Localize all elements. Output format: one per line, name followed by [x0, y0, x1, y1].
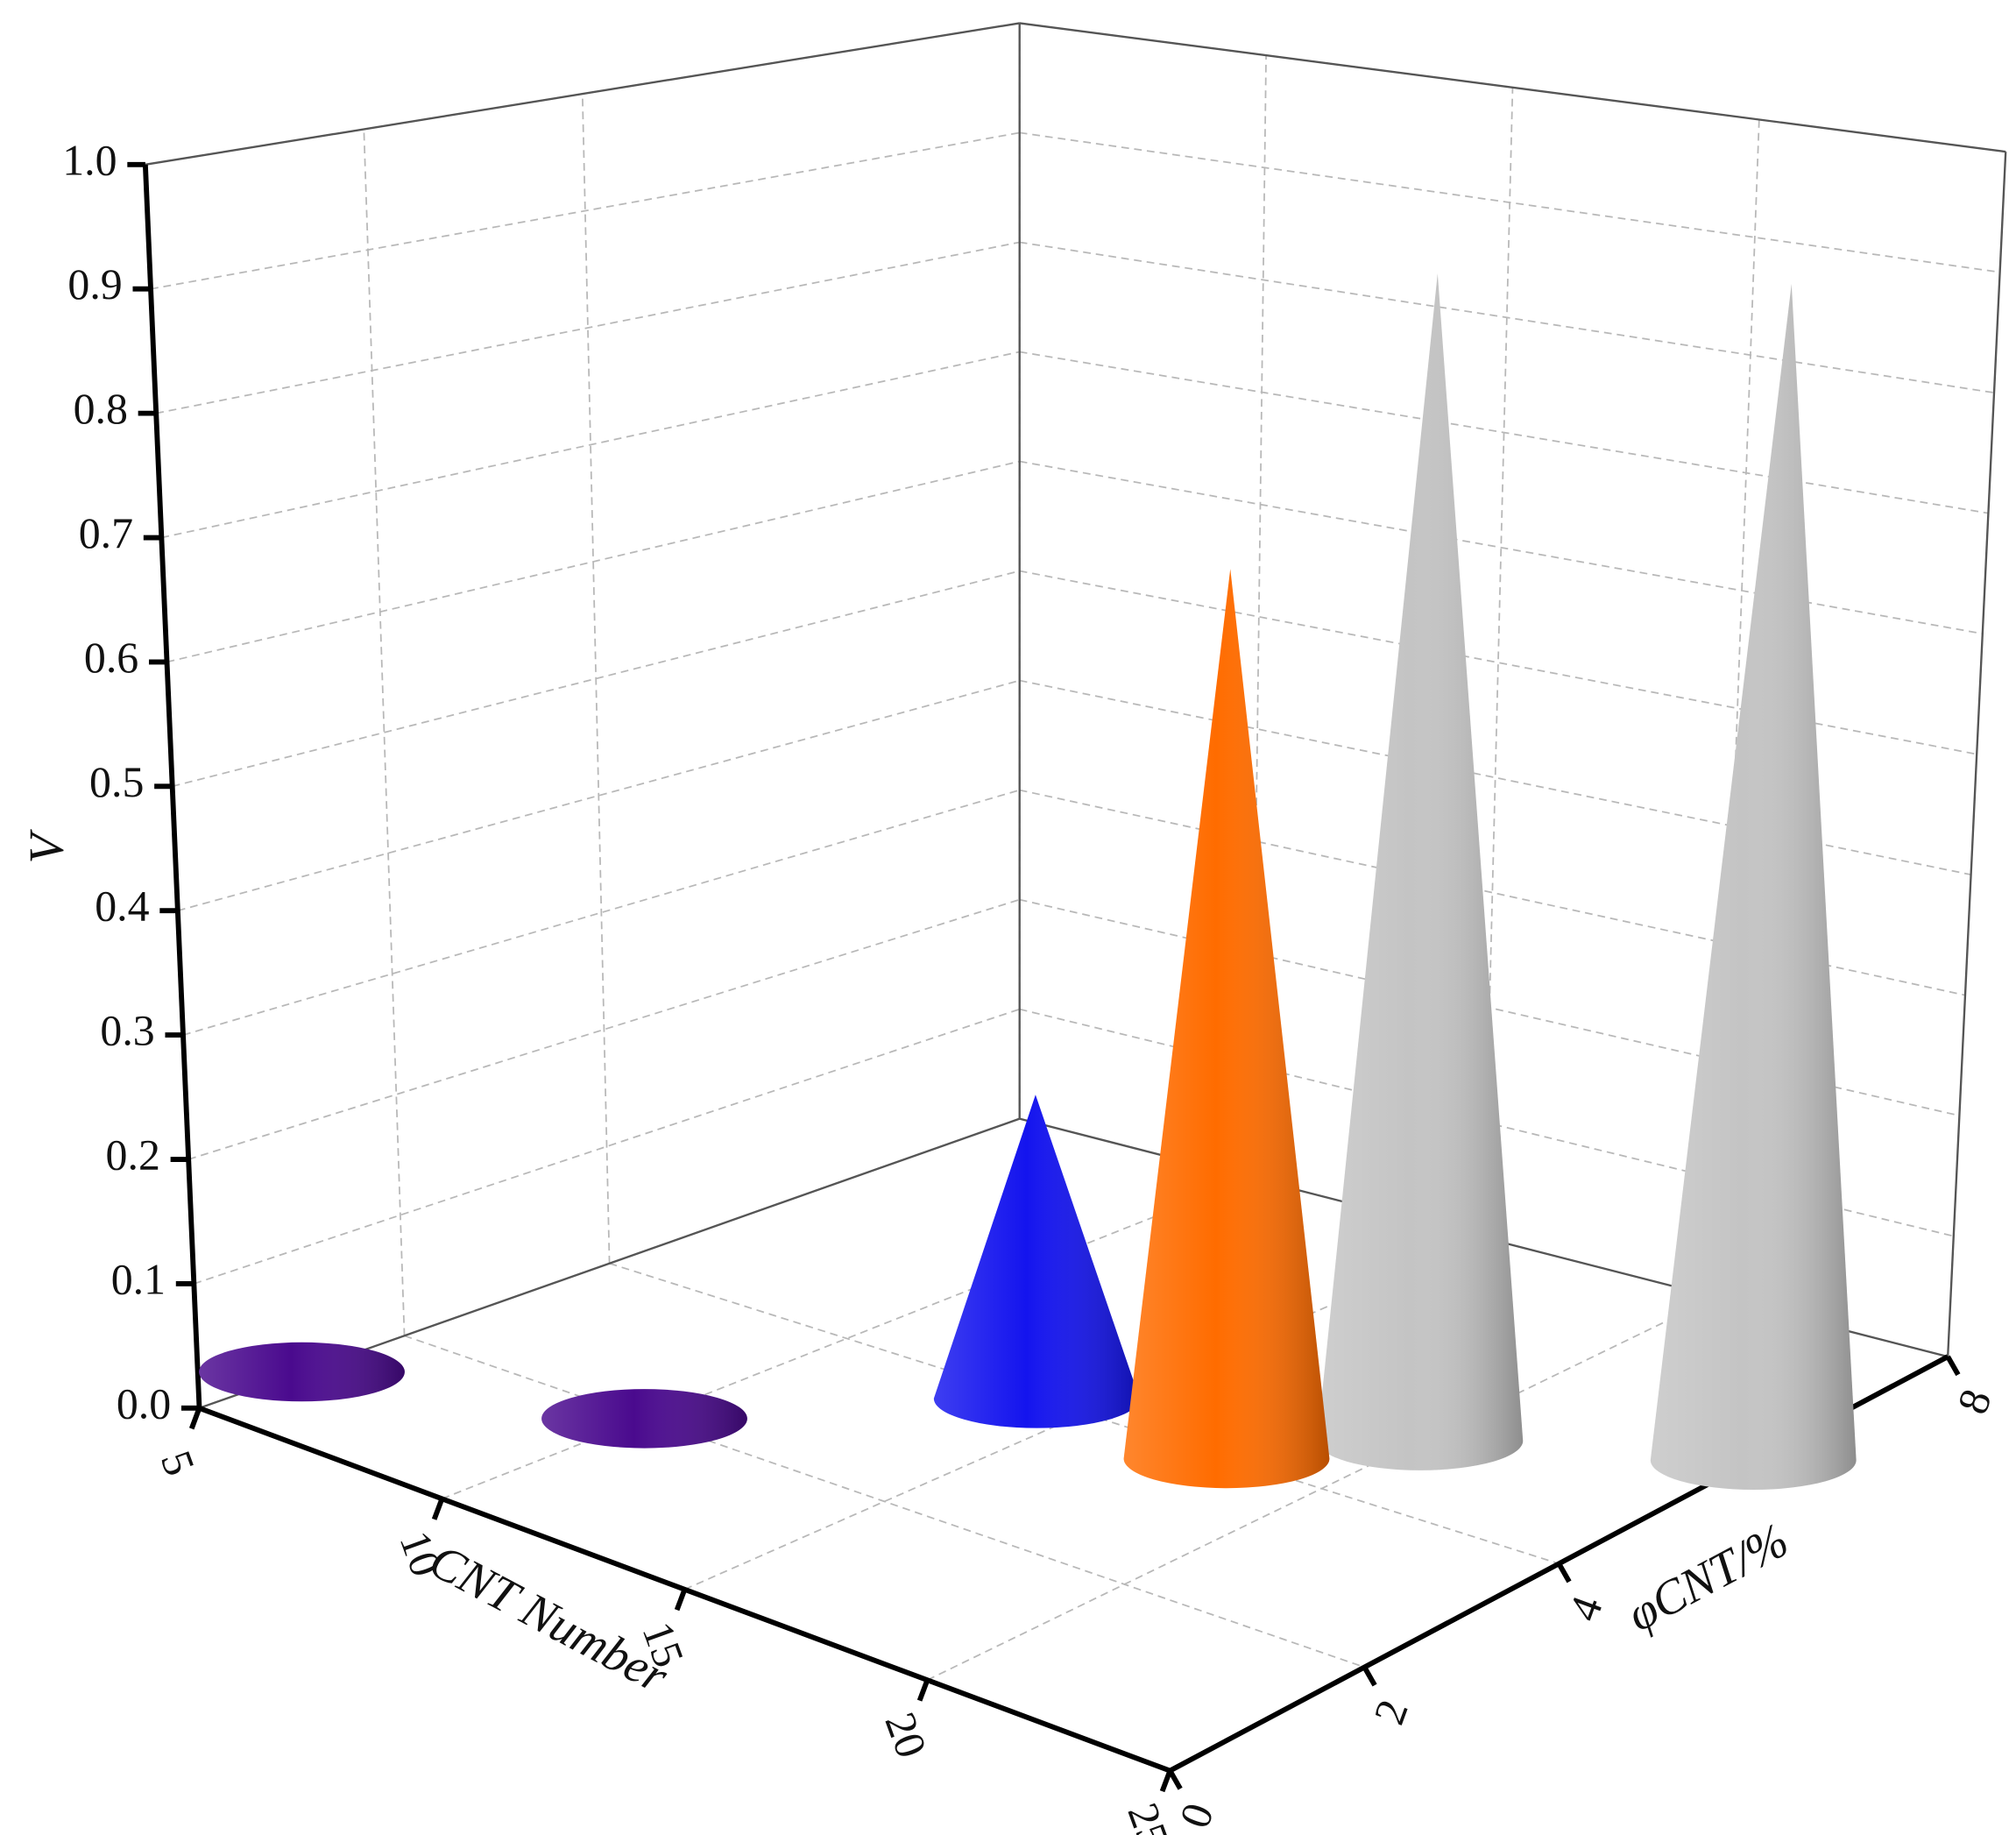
- disc-shade: [541, 1389, 747, 1449]
- frame-edge: [145, 22, 1020, 166]
- z-tick-label: 0.5: [89, 758, 144, 806]
- frame-edge: [1947, 152, 2007, 1357]
- frame-edge: [1019, 22, 2006, 153]
- text-layer: 0.00.10.20.30.40.50.60.70.80.91.05101520…: [20, 136, 2001, 1835]
- y-tick-label: 0: [1171, 1797, 1223, 1834]
- z-tick-label: 0.7: [79, 509, 133, 557]
- grid-line: [182, 789, 1020, 1036]
- z-tick-label: 0.4: [95, 882, 149, 931]
- z-axis-title: V: [20, 829, 74, 864]
- y-tick-label: 4: [1560, 1590, 1612, 1626]
- grid-line: [1019, 351, 1989, 514]
- grid-line: [609, 1262, 1560, 1565]
- grid-line: [1019, 570, 1977, 755]
- grid-line: [1019, 679, 1971, 875]
- grid-line: [1482, 87, 1514, 1238]
- grid-line: [194, 1008, 1020, 1285]
- grid-line: [177, 679, 1020, 912]
- grid-line: [581, 94, 611, 1264]
- z-tick-label: 0.8: [74, 385, 128, 433]
- cone-shade: [1650, 284, 1857, 1490]
- z-tick-label: 0.2: [106, 1130, 160, 1179]
- z-tick-label: 1.0: [62, 136, 117, 184]
- z-tick-label: 0.0: [117, 1379, 171, 1428]
- grid-line: [172, 570, 1020, 788]
- grid-line: [404, 1335, 1365, 1669]
- grid-line: [161, 351, 1020, 539]
- grid-line: [150, 131, 1020, 290]
- grid-line: [156, 241, 1020, 414]
- y-tick: [1556, 1562, 1572, 1583]
- grid-line: [187, 898, 1020, 1160]
- x-tick: [916, 1679, 930, 1702]
- disc-shade: [199, 1342, 405, 1402]
- x-tick-label: 20: [875, 1706, 936, 1764]
- x-tick-label: 25: [1118, 1797, 1178, 1835]
- x-tick-label: 5: [152, 1445, 204, 1482]
- x-tick: [431, 1498, 445, 1520]
- y-tick: [1945, 1355, 1961, 1377]
- y-axis-title: φCNT/%: [1618, 1513, 1797, 1642]
- z-tick-label: 0.9: [67, 260, 122, 308]
- cone-shade: [933, 1095, 1140, 1428]
- y-tick: [1362, 1666, 1377, 1687]
- grid-line: [363, 129, 406, 1336]
- x-tick: [674, 1588, 688, 1612]
- x-tick: [188, 1406, 202, 1430]
- y-tick-label: 8: [1949, 1383, 2001, 1420]
- z-tick-label: 0.1: [111, 1255, 166, 1303]
- grid-line: [442, 1177, 1252, 1500]
- grid-line: [1019, 460, 1983, 635]
- z-tick-label: 0.6: [84, 634, 138, 682]
- grid-line: [1019, 789, 1966, 996]
- x-tick: [1159, 1769, 1173, 1793]
- mark-layer: [199, 273, 1857, 1490]
- cone-shade: [1317, 273, 1524, 1470]
- z-tick-label: 0.3: [100, 1007, 154, 1055]
- cone-shade: [1123, 569, 1330, 1489]
- y-tick-label: 2: [1365, 1693, 1418, 1730]
- x-axis-title: CNT Number: [421, 1534, 676, 1704]
- y-tick: [1167, 1769, 1183, 1790]
